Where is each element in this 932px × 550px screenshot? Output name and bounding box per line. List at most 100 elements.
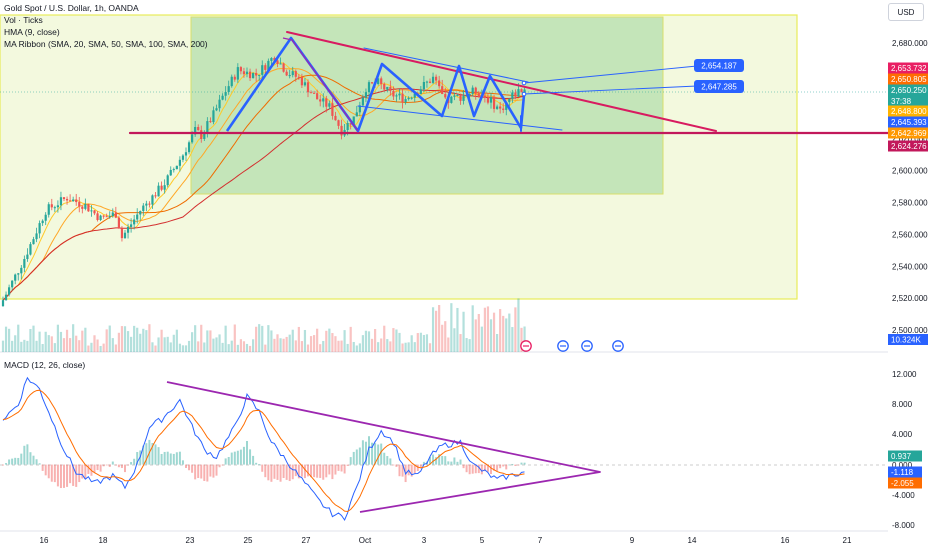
volume-bar — [380, 338, 383, 352]
macd-histogram-bar — [32, 455, 35, 465]
volume-bar — [23, 339, 26, 352]
macd-histogram-bar — [224, 458, 227, 465]
price-annotation-box — [694, 80, 744, 93]
macd-histogram-bar — [221, 464, 224, 466]
candle-body — [102, 215, 105, 217]
candle-body — [264, 65, 267, 70]
macd-histogram-bar — [435, 457, 438, 465]
candle-body — [65, 198, 69, 201]
volume-bar — [438, 305, 441, 352]
currency-button[interactable]: USD — [888, 3, 924, 21]
candle-body — [370, 82, 374, 84]
candle-body — [389, 86, 392, 91]
volume-bar — [450, 303, 453, 352]
candle-body — [117, 217, 120, 229]
candle-body — [181, 155, 185, 160]
volume-indicator-label[interactable]: Vol · Ticks — [4, 15, 43, 25]
hma-indicator-label[interactable]: HMA (9, close) — [4, 27, 60, 37]
candle-body — [392, 90, 395, 97]
price-tag-box — [888, 140, 928, 152]
volume-bar — [38, 331, 41, 352]
macd-triangle-pattern — [166, 381, 601, 513]
macd-tag-box — [888, 477, 922, 489]
candle-body — [520, 89, 523, 93]
candle-body — [508, 98, 511, 103]
macd-histogram-bar — [270, 464, 273, 482]
candle-body — [20, 267, 23, 274]
macd-histogram-bar — [508, 464, 511, 466]
macd-histogram-bar — [486, 464, 489, 472]
trend-drawings[interactable]: 2,654.187 2,647.285 — [128, 31, 890, 352]
volume-bar — [59, 331, 63, 352]
price-tag-label: 2,624.276 — [891, 142, 927, 151]
candle-body — [90, 210, 93, 212]
candle-body — [425, 81, 429, 83]
macd-tag-label: 0.937 — [891, 452, 912, 461]
volume-bars — [1, 298, 526, 352]
candle-body — [334, 115, 337, 121]
macd-histogram-bar — [124, 464, 126, 473]
candle-body — [261, 65, 264, 75]
candle-body — [197, 126, 200, 131]
candle-body — [483, 95, 486, 98]
macd-histogram-bar — [233, 451, 236, 465]
time-tick-label: 18 — [99, 536, 108, 545]
symbol-title[interactable]: Gold Spot / U.S. Dollar, 1h, OANDA — [4, 3, 139, 13]
candle-body — [120, 228, 124, 239]
macd-histogram-bar — [364, 441, 367, 465]
macd-histogram-bar — [206, 464, 209, 482]
volume-bar — [444, 321, 447, 352]
volume-bar — [486, 306, 490, 352]
volume-bar — [398, 332, 401, 352]
candle-body — [313, 92, 316, 94]
candle-body — [130, 224, 133, 227]
candle-body — [309, 92, 313, 94]
macd-histogram-bar — [322, 464, 325, 480]
macd-histogram-bar — [105, 464, 108, 466]
candle-body — [23, 259, 26, 268]
volume-bar — [462, 311, 465, 352]
candle-body — [291, 71, 294, 76]
volume-bar — [62, 338, 66, 352]
macd-histogram-bar — [511, 463, 514, 465]
macd-histogram-bar — [197, 464, 200, 479]
volume-bar — [157, 337, 160, 352]
projection-lower — [523, 85, 698, 95]
macd-tick-label: 0.000 — [892, 461, 913, 470]
macd-indicator-label[interactable]: MACD (12, 26, close) — [4, 360, 86, 370]
macd-histogram-bar — [349, 457, 352, 465]
price-axis: 2,680.0002,660.0002,640.0002,620.0002,60… — [888, 0, 932, 550]
candle-body — [75, 199, 78, 203]
macd-histogram-bar — [108, 464, 111, 467]
macd-histogram-bar — [163, 451, 166, 465]
candle-body — [11, 280, 14, 288]
volume-bar — [209, 330, 212, 352]
macd-histogram-bar — [462, 464, 465, 469]
volume-bar — [175, 329, 178, 352]
price-annotation-label: 2,647.285 — [701, 83, 737, 92]
macd-histogram-bar — [169, 453, 172, 465]
macd-histogram-bar — [480, 464, 483, 475]
ribbon-indicator-label[interactable]: MA Ribbon (SMA, 20, SMA, 50, SMA, 100, S… — [4, 39, 208, 49]
macd-tag-box — [888, 466, 922, 478]
macd-histogram-bar — [93, 464, 96, 473]
candle-body — [203, 132, 206, 139]
macd-histogram-bar — [493, 464, 496, 471]
volume-bar — [1, 340, 5, 352]
volume-bar — [337, 340, 340, 352]
macd-histogram-bar — [358, 447, 361, 465]
volume-bar — [197, 341, 200, 352]
macd-histogram-bar — [157, 447, 160, 465]
macd-histogram-bar — [181, 460, 184, 465]
macd-histogram-bar — [444, 456, 447, 465]
candle-body — [157, 185, 160, 197]
volume-bar — [230, 340, 233, 352]
volume-bar — [517, 298, 520, 352]
candle-body — [471, 87, 474, 94]
macd-histogram-bar — [239, 449, 242, 465]
macd-histogram-bar — [261, 464, 264, 472]
price-tag-label: 2,650.805 — [891, 75, 927, 84]
candle-body — [502, 108, 505, 110]
macd-histogram-bar — [429, 456, 431, 465]
